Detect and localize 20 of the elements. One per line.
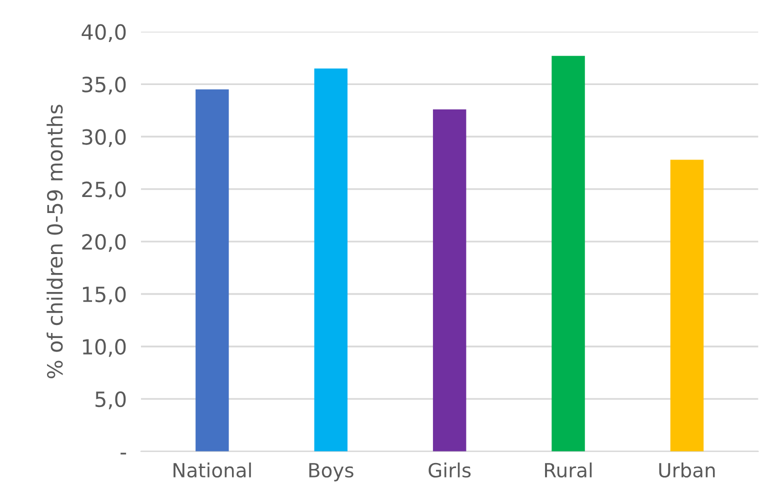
- y-tick-label: 15,0: [82, 286, 126, 304]
- y-tick-label: 30,0: [82, 129, 126, 147]
- y-tick-label: 20,0: [82, 234, 126, 252]
- y-tick-label: 35,0: [82, 76, 126, 95]
- y-tick-label: 5,0: [96, 391, 126, 410]
- y-tick-label: 10,0: [82, 338, 126, 357]
- bar: [432, 109, 466, 452]
- bar: [196, 89, 229, 452]
- bar: [670, 160, 704, 452]
- bar: [552, 56, 585, 452]
- x-tick-label: National: [174, 462, 251, 478]
- x-tick-label: Urban: [659, 462, 715, 478]
- y-axis-title: % of children 0-59 months: [46, 104, 63, 378]
- x-tick-label: Boys: [309, 463, 354, 482]
- y-tick-label: -: [120, 452, 126, 454]
- bar: [314, 68, 348, 452]
- x-tick-label: Girls: [428, 462, 471, 478]
- y-tick-label: 40,0: [82, 24, 126, 42]
- y-tick-label: 25,0: [82, 182, 126, 200]
- x-tick-label: Rural: [545, 462, 592, 478]
